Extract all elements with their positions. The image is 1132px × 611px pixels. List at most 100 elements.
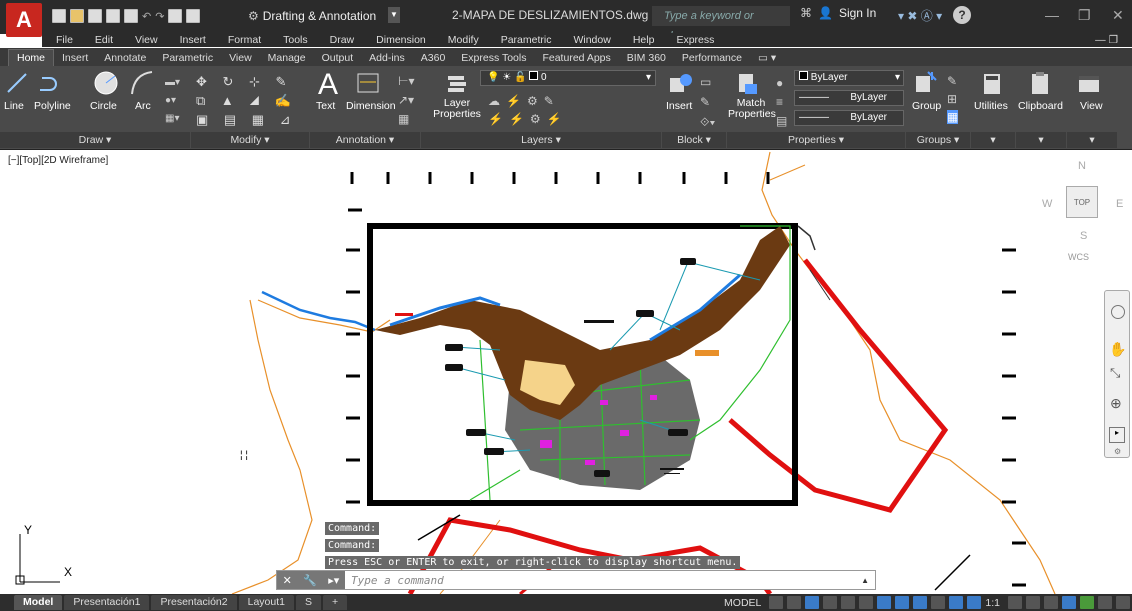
text-icon[interactable]: A — [318, 68, 339, 101]
layout-tab-s[interactable]: S — [296, 595, 322, 610]
redo-icon[interactable]: ↷ — [155, 10, 165, 23]
annotation-visibility-icon[interactable] — [931, 596, 946, 609]
minimize-icon[interactable]: — — [1045, 7, 1059, 23]
layer-dropdown[interactable]: 💡 ☀ 🔓 0 ▾ — [480, 70, 656, 86]
autodesk-app-icons[interactable]: ▾ ✖ Ⓐ ▾ — [898, 9, 943, 23]
clean-screen-icon[interactable] — [1098, 596, 1112, 609]
group-tools[interactable]: ✎ ⊞ ▦ — [947, 74, 959, 124]
workspace-select[interactable]: ⚙ Drafting & Annotation — [248, 7, 408, 25]
compass-south[interactable]: S — [1080, 230, 1088, 242]
restore-icon[interactable]: ❐ — [1078, 7, 1091, 23]
layout-tab-model[interactable]: Model — [14, 595, 63, 610]
tab-parametric[interactable]: Parametric — [162, 52, 214, 64]
panel-layers-title[interactable]: Layers ▾ — [421, 132, 661, 148]
osnap-icon[interactable] — [895, 596, 910, 609]
linetype-dropdown[interactable]: ——— ByLayer — [794, 90, 904, 106]
layout-tab-presentacion1[interactable]: Presentación1 — [64, 595, 150, 610]
utilities-button[interactable]: Utilities — [974, 100, 1008, 112]
block-tools[interactable]: ▭ ✎ ⟐▾ — [700, 75, 716, 129]
close-icon[interactable]: ✕ — [282, 574, 292, 587]
tab-performance[interactable]: Performance — [681, 52, 742, 64]
view-button[interactable]: View — [1080, 100, 1103, 112]
add-layout-icon[interactable]: + — [323, 595, 348, 610]
menu-edit[interactable]: Edit — [94, 34, 114, 46]
tab-express-tools[interactable]: Express Tools — [461, 52, 527, 64]
print-icon[interactable] — [124, 9, 138, 23]
insert-block-icon[interactable] — [668, 72, 694, 96]
zoom-extents-icon[interactable]: ⤡ — [1110, 365, 1121, 380]
sign-in-button[interactable]: ⌘ 👤 Sign In — [800, 6, 876, 20]
viewcube-top-face[interactable]: TOP — [1066, 186, 1098, 218]
view-icon[interactable] — [1077, 74, 1101, 94]
ortho-icon[interactable] — [823, 596, 838, 609]
layer-properties-button[interactable]: Layer Properties — [433, 97, 481, 120]
polyline-button[interactable]: Polyline — [34, 100, 71, 112]
viewcube[interactable]: N W E S TOP WCS — [1040, 160, 1126, 270]
menu-tools[interactable]: Tools — [283, 34, 308, 46]
tab-view[interactable]: View — [229, 52, 252, 64]
arc-icon[interactable] — [130, 70, 154, 96]
panel-utilities-dropdown[interactable]: ▾ — [971, 132, 1015, 148]
layout-tab-presentacion2[interactable]: Presentación2 — [151, 595, 237, 610]
layout-tab-layout1[interactable]: Layout1 — [238, 595, 294, 610]
ucs-menu[interactable]: WCS — [1068, 252, 1089, 262]
command-input[interactable]: Type a command — [351, 573, 444, 587]
command-prompt-icon[interactable]: ▸▾ — [328, 574, 340, 587]
arc-button[interactable]: Arc — [135, 100, 151, 112]
match-properties-button[interactable]: Match Properties — [728, 97, 776, 120]
panel-view-dropdown[interactable]: ▾ — [1067, 132, 1117, 148]
tab-home[interactable]: Home — [8, 49, 55, 66]
annotation-scale-icon[interactable] — [967, 596, 982, 609]
ribbon-options-icon[interactable]: ▭ ▾ — [757, 52, 777, 64]
undo-icon[interactable]: ↶ — [142, 10, 152, 23]
panel-block-title[interactable]: Block ▾ — [662, 132, 726, 148]
panel-modify-title[interactable]: Modify ▾ — [191, 132, 309, 148]
grid-icon[interactable] — [769, 596, 784, 609]
panel-groups-title[interactable]: Groups ▾ — [906, 132, 970, 148]
plot-icon[interactable] — [168, 9, 183, 23]
circle-button[interactable]: Circle — [90, 100, 117, 112]
properties-side-icons[interactable]: ● ≡ ▤ — [776, 76, 788, 128]
menu-view[interactable]: View — [135, 34, 158, 46]
menu-window[interactable]: Window — [573, 34, 611, 46]
compass-east[interactable]: E — [1116, 198, 1124, 210]
polar-icon[interactable] — [841, 596, 856, 609]
customization-icon[interactable] — [1116, 596, 1130, 609]
help-icon[interactable]: ? — [953, 6, 971, 24]
draw-extra-tools[interactable]: ▬▾ ●▾ ▦▾ — [165, 77, 181, 124]
insert-button[interactable]: Insert — [666, 100, 693, 112]
menu-help[interactable]: Help — [632, 34, 655, 46]
application-menu-button[interactable]: A — [6, 3, 42, 37]
lineweight-dropdown[interactable]: ——— ByLayer — [794, 110, 904, 126]
mdi-controls[interactable]: — ❐ — [1095, 34, 1118, 46]
annotation-extra-tools[interactable]: ⊢▾ ↗▾ ▦ — [398, 74, 415, 126]
hardware-acceleration-icon[interactable] — [1080, 596, 1094, 609]
tab-a360[interactable]: A360 — [420, 52, 446, 64]
lineweight-icon[interactable] — [913, 596, 928, 609]
menu-parametric[interactable]: Parametric — [500, 34, 552, 46]
circle-icon[interactable] — [93, 70, 119, 96]
showmotion-icon[interactable]: ▸ — [1109, 427, 1125, 443]
menu-dimension[interactable]: Dimension — [376, 34, 426, 46]
clipboard-icon[interactable] — [1030, 70, 1052, 94]
dimension-button[interactable]: Dimension — [346, 100, 396, 112]
menu-modify[interactable]: Modify — [447, 34, 479, 46]
layer-tools[interactable]: ☁⚡⚙✎ ⚡⚡⚙⚡ — [488, 94, 568, 126]
compass-west[interactable]: W — [1042, 198, 1053, 210]
drawing-canvas[interactable]: ¦ ¦ — [0, 151, 1132, 594]
color-dropdown[interactable]: ByLayer ▾ — [794, 70, 904, 86]
menu-file[interactable]: File — [56, 34, 73, 46]
panel-properties-title[interactable]: Properties ▾ — [727, 132, 905, 148]
tab-output[interactable]: Output — [321, 52, 354, 64]
tab-annotate[interactable]: Annotate — [104, 52, 147, 64]
text-button[interactable]: Text — [316, 100, 336, 112]
model-space-toggle[interactable]: MODEL — [724, 596, 762, 609]
tab-insert[interactable]: Insert — [62, 52, 89, 64]
group-icon[interactable] — [914, 70, 938, 96]
isodraft-icon[interactable] — [859, 596, 874, 609]
group-button[interactable]: Group — [912, 100, 942, 112]
units-icon[interactable] — [1044, 596, 1058, 609]
workspace-switch-icon[interactable] — [1008, 596, 1022, 609]
close-icon[interactable]: ✕ — [1112, 7, 1124, 23]
tab-manage[interactable]: Manage — [267, 52, 306, 64]
